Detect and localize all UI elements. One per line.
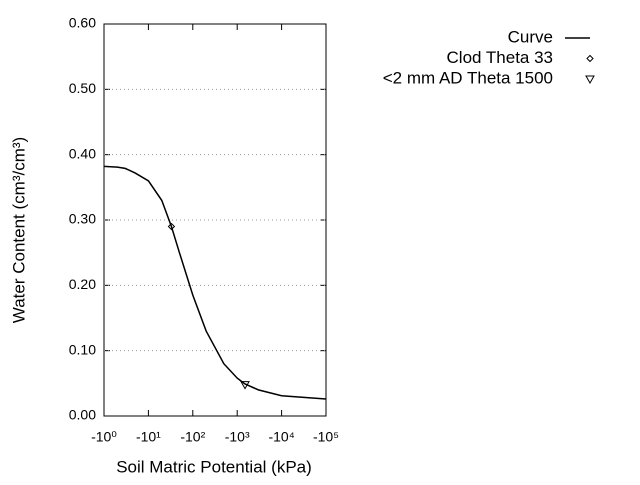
legend-swatch xyxy=(585,75,595,85)
y-axis-label: Water Content (cm³/cm³) xyxy=(9,137,28,323)
legend-label: Curve xyxy=(508,27,553,46)
y-tick-label: 0.20 xyxy=(69,276,96,292)
x-tick-label: -10³ xyxy=(225,429,250,445)
point xyxy=(167,222,176,231)
x-tick-label: -10¹ xyxy=(136,429,161,445)
legend-label: <2 mm AD Theta 1500 xyxy=(383,68,553,87)
legend-swatch xyxy=(586,54,594,63)
point xyxy=(240,381,250,390)
x-tick-label: -10⁴ xyxy=(268,429,294,445)
x-tick-label: -10⁰ xyxy=(91,429,117,445)
x-tick-label: -10² xyxy=(180,429,205,445)
y-tick-label: 0.50 xyxy=(69,80,96,96)
x-axis-label: Soil Matric Potential (kPa) xyxy=(116,457,312,476)
y-tick-label: 0.00 xyxy=(69,407,96,423)
y-tick-label: 0.30 xyxy=(69,211,96,227)
legend-label: Clod Theta 33 xyxy=(447,48,553,67)
x-tick-label: -10⁵ xyxy=(313,429,339,445)
y-tick-label: 0.10 xyxy=(69,341,96,357)
y-tick-label: 0.40 xyxy=(69,145,96,161)
curve xyxy=(103,165,327,400)
y-tick-label: 0.60 xyxy=(69,15,96,31)
